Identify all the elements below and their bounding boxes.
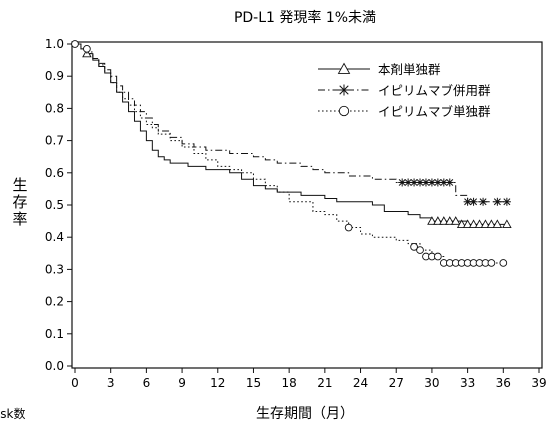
x-tick-label: 39 [531, 376, 546, 390]
series-line [75, 43, 507, 225]
series-line [75, 43, 504, 264]
censor-marker [344, 223, 353, 232]
y-tick-label: 0.6 [45, 166, 64, 180]
legend-marker [338, 105, 350, 117]
y-tick-label: 1.0 [45, 37, 64, 51]
x-tick-label: 27 [389, 376, 404, 390]
x-tick-label: 36 [496, 376, 511, 390]
y-axis-label-char: 生 [12, 176, 27, 194]
censor-marker [410, 243, 418, 251]
y-axis-label-char: 存 [12, 193, 27, 211]
censor-marker [416, 246, 424, 254]
legend-label: イピリムマブ併用群 [378, 83, 491, 98]
censor-marker [493, 197, 502, 206]
y-axis-label-char: 率 [12, 210, 27, 228]
censor-marker [480, 219, 491, 228]
y-tick-label: 0.2 [45, 295, 64, 309]
y-tick-label: 0.5 [45, 198, 64, 212]
censor-marker [450, 216, 461, 225]
x-tick-label: 30 [424, 376, 439, 390]
censor-marker [502, 197, 511, 206]
censor-marker [433, 216, 443, 225]
y-tick-label: 0.4 [45, 230, 64, 244]
plot-series [71, 40, 512, 267]
series-line [75, 43, 507, 203]
censor-marker [398, 178, 407, 187]
legend-label: 本剤単独群 [378, 62, 441, 77]
censor-marker [83, 44, 91, 53]
censor-marker [462, 219, 473, 228]
x-tick-label: 24 [353, 376, 368, 390]
censor-marker [486, 219, 497, 228]
y-axis-label: 生 存 率 [12, 176, 27, 228]
x-tick-label: 12 [210, 376, 225, 390]
censor-marker [487, 259, 496, 267]
censor-marker [499, 259, 508, 267]
x-tick-label: 9 [178, 376, 186, 390]
censor-marker [474, 219, 485, 228]
y-tick-label: 0.3 [45, 262, 64, 276]
y-tick-label: 0.9 [45, 69, 64, 83]
legend-label: イピリムマブ単独群 [378, 104, 491, 119]
censor-marker [479, 197, 488, 206]
legend-marker [337, 62, 351, 74]
y-tick-label: 0.0 [45, 359, 64, 373]
censor-marker [439, 216, 449, 225]
risk-footnote: risk数 [0, 406, 25, 421]
censor-marker [445, 178, 454, 187]
x-tick-label: 3 [107, 376, 115, 390]
legend-marker [338, 84, 350, 96]
x-tick-label: 21 [317, 376, 332, 390]
censor-marker [71, 40, 79, 48]
y-tick-label: 0.8 [45, 101, 64, 115]
chart-title: PD-L1 発現率 1%未満 [234, 9, 376, 26]
x-tick-label: 18 [282, 376, 297, 390]
x-tick-label: 33 [460, 376, 475, 390]
y-tick-label: 0.1 [45, 327, 64, 341]
y-tick-label: 0.7 [45, 134, 64, 148]
axes: 0 3 6 9 12 15 18 21 24 27 30 33 36 390.00.10.20.30.40… [45, 37, 547, 390]
x-axis-label: 生存期間（月） [256, 406, 354, 421]
x-tick-label: 15 [246, 376, 261, 390]
censor-marker [410, 178, 419, 187]
x-tick-label: 6 [143, 376, 151, 390]
censor-marker [456, 219, 467, 228]
censor-marker [502, 219, 512, 228]
censor-marker [445, 216, 455, 225]
x-tick-label: 0 [71, 376, 79, 390]
censor-marker [433, 178, 442, 187]
censor-marker [427, 178, 436, 187]
censor-marker [427, 216, 437, 225]
censor-marker [468, 219, 479, 228]
censor-marker [434, 252, 442, 261]
censor-marker [492, 219, 503, 228]
censor-marker [469, 197, 478, 206]
